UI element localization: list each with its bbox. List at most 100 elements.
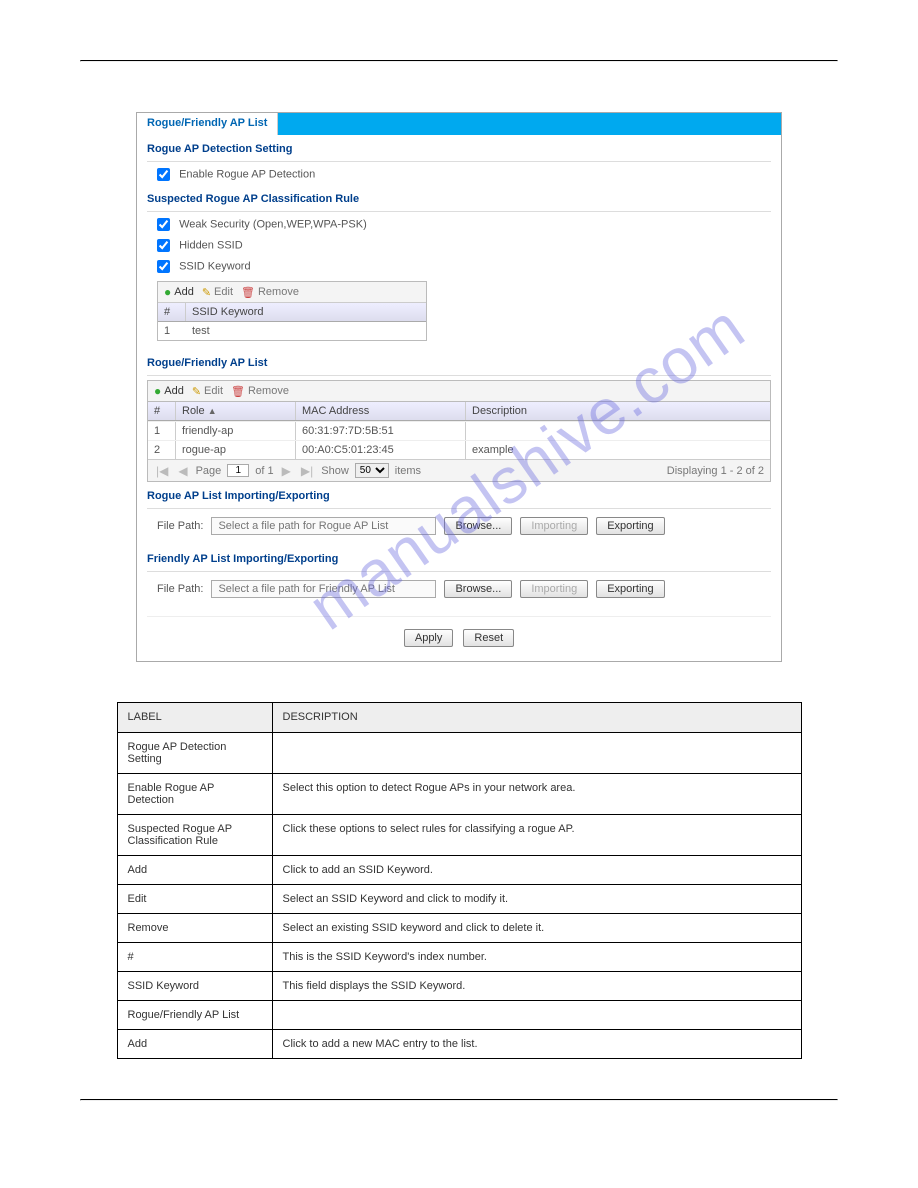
rogue-browse-button[interactable]: Browse... [444, 517, 512, 535]
section-detection-title: Rogue AP Detection Setting [137, 135, 781, 159]
col-keyword-header[interactable]: SSID Keyword [186, 303, 426, 321]
tab-rogue-friendly[interactable]: Rogue/Friendly AP List [137, 113, 278, 135]
hidden-ssid-checkbox[interactable] [157, 239, 170, 252]
pager-last-icon[interactable]: ▶| [299, 464, 315, 478]
ap-row-role: rogue-ap [176, 441, 296, 459]
friendly-browse-button[interactable]: Browse... [444, 580, 512, 598]
desc-row: #This is the SSID Keyword's index number… [117, 943, 801, 972]
desc-cell-label: Add [117, 856, 272, 885]
col-mac-header[interactable]: MAC Address [296, 402, 466, 420]
desc-cell-desc: Click these options to select rules for … [272, 815, 801, 856]
section-friendly-import-title: Friendly AP List Importing/Exporting [137, 545, 781, 569]
add-icon: ● [154, 384, 161, 398]
rogue-exporting-button[interactable]: Exporting [596, 517, 664, 535]
ssid-keyword-checkbox[interactable] [157, 260, 170, 273]
add-icon: ● [164, 285, 171, 299]
bottom-rule [80, 1099, 838, 1101]
pager-displaying: Displaying 1 - 2 of 2 [667, 465, 764, 477]
pager-show-select[interactable]: 50 [355, 463, 389, 478]
desc-row: Suspected Rogue AP Classification RuleCl… [117, 815, 801, 856]
ap-remove-button[interactable]: 🗑Remove [231, 384, 289, 398]
keyword-row[interactable]: 1 test [158, 322, 426, 340]
desc-cell-label: Rogue AP Detection Setting [117, 733, 272, 774]
friendly-file-input[interactable] [211, 580, 436, 598]
pager-prev-icon[interactable]: ◀ [176, 464, 189, 478]
ap-row-num: 1 [148, 422, 176, 440]
keyword-edit-button[interactable]: ✎Edit [202, 286, 233, 299]
pager: |◀ ◀ Page of 1 ▶ ▶| Show 50 items Displa… [148, 459, 770, 481]
section-rogue-import-title: Rogue AP List Importing/Exporting [137, 482, 781, 506]
remove-icon: 🗑 [231, 385, 245, 398]
ap-row-mac: 60:31:97:7D:5B:51 [296, 422, 466, 440]
rogue-importing-button[interactable]: Importing [520, 517, 588, 535]
ap-row[interactable]: 1 friendly-ap 60:31:97:7D:5B:51 [148, 421, 770, 440]
desc-cell-label: Add [117, 1030, 272, 1059]
ap-row[interactable]: 2 rogue-ap 00:A0:C5:01:23:45 example [148, 440, 770, 459]
desc-cell-label: SSID Keyword [117, 972, 272, 1001]
hidden-ssid-label: Hidden SSID [179, 239, 243, 251]
desc-cell-desc [272, 733, 801, 774]
reset-button[interactable]: Reset [463, 629, 514, 647]
keyword-row-num: 1 [158, 322, 186, 340]
ap-row-mac: 00:A0:C5:01:23:45 [296, 441, 466, 459]
pager-of-label: of 1 [255, 465, 273, 477]
keyword-table: ●Add ✎Edit 🗑Remove # SSID Keyword 1 test [157, 281, 427, 341]
ap-row-role: friendly-ap [176, 422, 296, 440]
ap-add-button[interactable]: ●Add [154, 384, 184, 398]
apply-button[interactable]: Apply [404, 629, 454, 647]
description-table: LABEL DESCRIPTION Rogue AP Detection Set… [117, 702, 802, 1059]
col-role-header[interactable]: Role ▲ [176, 402, 296, 420]
file-path-label: File Path: [157, 520, 203, 532]
friendly-importing-button[interactable]: Importing [520, 580, 588, 598]
desc-row: AddClick to add an SSID Keyword. [117, 856, 801, 885]
col-num-header[interactable]: # [148, 402, 176, 420]
pager-page-input[interactable] [227, 464, 249, 477]
desc-row: RemoveSelect an existing SSID keyword an… [117, 914, 801, 943]
keyword-row-value: test [186, 322, 426, 340]
enable-detection-label: Enable Rogue AP Detection [179, 168, 315, 180]
pager-page-label: Page [196, 465, 222, 477]
weak-security-checkbox[interactable] [157, 218, 170, 231]
divider [147, 571, 771, 572]
col-num-header[interactable]: # [158, 303, 186, 321]
divider [147, 211, 771, 212]
desc-cell-label: # [117, 943, 272, 972]
desc-row: EditSelect an SSID Keyword and click to … [117, 885, 801, 914]
weak-security-label: Weak Security (Open,WEP,WPA-PSK) [179, 218, 367, 230]
ssid-keyword-label: SSID Keyword [179, 260, 251, 272]
desc-cell-label: Rogue/Friendly AP List [117, 1001, 272, 1030]
desc-row: SSID KeywordThis field displays the SSID… [117, 972, 801, 1001]
desc-row: Rogue AP Detection Setting [117, 733, 801, 774]
desc-cell-label: Remove [117, 914, 272, 943]
desc-cell-desc: Select an SSID Keyword and click to modi… [272, 885, 801, 914]
edit-icon: ✎ [192, 385, 201, 398]
rogue-file-input[interactable] [211, 517, 436, 535]
section-list-title: Rogue/Friendly AP List [137, 349, 781, 373]
desc-cell-desc [272, 1001, 801, 1030]
divider [147, 375, 771, 376]
desc-row: Rogue/Friendly AP List [117, 1001, 801, 1030]
pager-first-icon[interactable]: |◀ [154, 464, 170, 478]
desc-cell-desc: Select an existing SSID keyword and clic… [272, 914, 801, 943]
pager-next-icon[interactable]: ▶ [280, 464, 293, 478]
ap-edit-button[interactable]: ✎Edit [192, 384, 223, 398]
enable-detection-checkbox[interactable] [157, 168, 170, 181]
desc-header-desc: DESCRIPTION [272, 703, 801, 733]
desc-cell-label: Edit [117, 885, 272, 914]
col-desc-header[interactable]: Description [466, 402, 770, 420]
divider [147, 161, 771, 162]
keyword-add-button[interactable]: ●Add [164, 285, 194, 299]
desc-cell-label: Suspected Rogue AP Classification Rule [117, 815, 272, 856]
friendly-exporting-button[interactable]: Exporting [596, 580, 664, 598]
divider [147, 508, 771, 509]
top-rule [80, 60, 838, 62]
section-classification-title: Suspected Rogue AP Classification Rule [137, 185, 781, 209]
desc-cell-label: Enable Rogue AP Detection [117, 774, 272, 815]
desc-cell-desc: Click to add an SSID Keyword. [272, 856, 801, 885]
desc-row: Enable Rogue AP DetectionSelect this opt… [117, 774, 801, 815]
tab-bar: Rogue/Friendly AP List [137, 113, 781, 135]
desc-cell-desc: Select this option to detect Rogue APs i… [272, 774, 801, 815]
ap-row-desc: example [466, 441, 770, 459]
config-panel: Rogue/Friendly AP List Rogue AP Detectio… [136, 112, 782, 662]
keyword-remove-button[interactable]: 🗑Remove [241, 286, 299, 299]
